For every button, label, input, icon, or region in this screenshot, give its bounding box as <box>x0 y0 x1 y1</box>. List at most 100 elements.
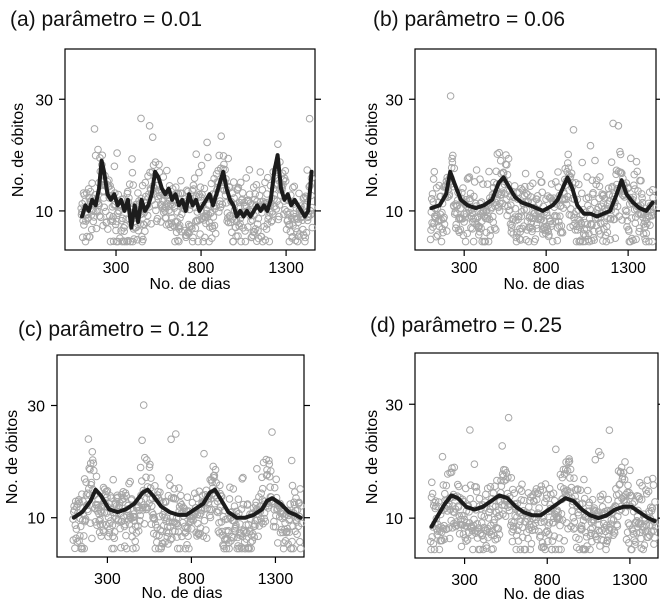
panel-d-point-240 <box>518 480 526 489</box>
panel-d-points <box>426 413 660 554</box>
panel-a-point-22 <box>86 233 94 241</box>
panel-d-point-134 <box>477 519 486 527</box>
panel-a-point-85 <box>110 162 119 171</box>
panel-c-point-181 <box>139 506 147 514</box>
panel-b-y-axis-label: No. de óbitos <box>364 103 381 197</box>
panel-b-point-467 <box>602 222 611 231</box>
panel-c-point-391 <box>220 544 228 553</box>
panel-d-point-288 <box>536 486 544 494</box>
panel-d-point-562 <box>640 541 649 549</box>
panel-b-point-364 <box>564 159 572 167</box>
panel-d-x-tick-label-300: 300 <box>451 572 478 589</box>
panel-d-point-92 <box>461 484 470 493</box>
panel-b-y-tick-label-30: 30 <box>385 92 403 109</box>
panel-c-point-23 <box>78 490 86 498</box>
panel-a-point-75 <box>106 237 115 246</box>
panel-d-point-203 <box>504 473 512 481</box>
panel-d-point-81 <box>457 542 466 551</box>
panel-b-point-271 <box>529 179 537 188</box>
panel-b-point-33 <box>439 228 447 237</box>
panel-c-x-tick-label-300: 300 <box>94 571 121 588</box>
panel-c-point-585 <box>295 498 303 507</box>
panel-d-point-139 <box>479 535 488 544</box>
panel-a-point-474 <box>262 225 271 233</box>
panel-d-point-553 <box>637 534 645 543</box>
panel-b-point-223 <box>510 182 519 190</box>
panel-d-point-349 <box>559 465 568 474</box>
panel-c-chart: 30 10 300 800 1300 No. de dias No. de ób… <box>4 354 310 602</box>
panel-c-point-412 <box>228 533 236 541</box>
panel-b-point-324 <box>548 237 557 246</box>
panel-a-point-294 <box>192 150 200 158</box>
panel-c-point-192 <box>143 503 151 512</box>
panel-d-point-103 <box>466 426 474 434</box>
panel-c-point-366 <box>210 471 219 480</box>
panel-b-point-546 <box>632 157 641 166</box>
panel-d-point-304 <box>542 494 551 503</box>
panel-a-point-109 <box>120 224 128 232</box>
panel-a-title: (a) parâmetro = 0.01 <box>10 8 203 31</box>
panel-c-point-461 <box>247 544 255 553</box>
panel-c-point-128 <box>118 495 127 504</box>
panel-c-point-137 <box>122 531 130 540</box>
panel-d-point-426 <box>588 495 597 504</box>
panel-a-point-59 <box>100 203 108 212</box>
panel-d-point-305 <box>542 491 551 499</box>
panel-a-point-439 <box>249 231 257 240</box>
panel-d-point-231 <box>514 537 523 545</box>
panel-a-point-506 <box>275 212 283 221</box>
panel-d-point-170 <box>491 535 500 544</box>
panel-d-point-461 <box>602 545 610 554</box>
panel-d-point-236 <box>516 545 525 554</box>
panel-a-point-296 <box>193 216 201 225</box>
panel-c-point-159 <box>130 517 139 525</box>
panel-c-point-326 <box>195 531 203 539</box>
panel-b-point-572 <box>642 229 651 238</box>
panel-b-point-242 <box>518 208 526 216</box>
panel-d-point-175 <box>493 534 501 543</box>
panel-a-point-431 <box>245 190 254 199</box>
panel-a-point-251 <box>175 225 184 233</box>
panel-d-point-311 <box>545 530 553 538</box>
panel-b-point-420 <box>585 229 593 238</box>
panel-b-point-210 <box>506 206 514 214</box>
panel-b-point-361 <box>562 200 571 209</box>
panel-b-point-155 <box>485 167 493 176</box>
panel-c-point-438 <box>238 475 246 483</box>
panel-c-point-509 <box>265 472 274 481</box>
panel-b-point-197 <box>501 202 509 210</box>
panel-b-point-16 <box>432 184 441 192</box>
panel-d-point-328 <box>551 545 560 554</box>
panel-a-point-545 <box>290 182 299 191</box>
panel-c-point-300 <box>185 544 193 553</box>
panel-a-point-27 <box>87 225 96 234</box>
panel-c-title: (c) parâmetro = 0.12 <box>18 318 209 341</box>
panel-a-point-573 <box>301 233 310 242</box>
panel-c-point-152 <box>127 495 136 503</box>
panel-a-point-191 <box>152 206 160 215</box>
panel-b-point-496 <box>613 202 622 211</box>
panel-d-point-405 <box>580 494 589 503</box>
panel-c-point-328 <box>195 511 204 519</box>
panel-a-point-402 <box>234 183 243 192</box>
panel-d-point-372 <box>568 507 576 515</box>
panel-c-point-61 <box>92 472 101 481</box>
panel-b-point-225 <box>511 204 520 213</box>
panel-b-point-553 <box>635 227 643 236</box>
panel-b-point-173 <box>492 226 500 234</box>
panel-a-point-422 <box>242 174 250 182</box>
panel-b-point-480 <box>607 158 616 166</box>
panel-d-point-528 <box>627 491 636 500</box>
panel-b-point-402 <box>578 158 586 167</box>
panel-d-point-589 <box>650 534 659 542</box>
panel-d-point-519 <box>624 481 632 490</box>
panel-d-point-447 <box>596 451 605 460</box>
panel-b-point-321 <box>547 180 556 188</box>
panel-d-point-302 <box>541 480 550 488</box>
panel-a-point-477 <box>263 173 272 182</box>
panel-b-point-79 <box>456 225 465 234</box>
panel-b-point-340 <box>555 217 563 226</box>
panel-d-point-33 <box>439 481 448 489</box>
panel-d-point-69 <box>453 521 461 530</box>
panel-c-point-526 <box>272 475 281 484</box>
